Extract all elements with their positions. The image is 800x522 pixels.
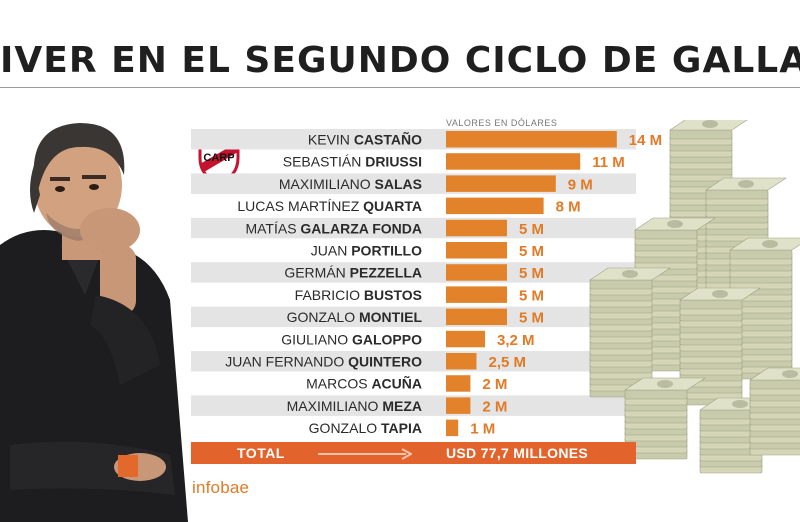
value-label: 2 M <box>482 376 507 393</box>
player-first-name: JUAN <box>311 243 351 259</box>
player-first-name: JUAN FERNANDO <box>225 354 348 370</box>
bar <box>446 242 507 259</box>
player-label: LUCAS MARTÍNEZ QUARTA <box>237 198 422 214</box>
title-divider <box>0 87 800 88</box>
player-label: MATÍAS GALARZA FONDA <box>245 220 422 236</box>
arrow-right-icon <box>318 448 412 460</box>
player-last-name: TAPIA <box>381 420 422 436</box>
bar <box>446 397 471 414</box>
money-stack <box>749 367 800 456</box>
player-last-name: BUSTOS <box>364 287 422 303</box>
player-first-name: GONZALO <box>309 420 381 436</box>
player-first-name: GIULIANO <box>281 331 352 347</box>
bar <box>446 286 507 303</box>
bar <box>446 308 507 326</box>
value-label: 5 M <box>519 310 544 327</box>
player-last-name: MEZA <box>382 398 422 414</box>
player-last-name: DRIUSSI <box>365 154 422 170</box>
row-band <box>191 306 636 328</box>
player-last-name: ACUÑA <box>371 375 422 392</box>
chart-subtitle: VALORES EN DÓLARES <box>446 118 558 128</box>
player-first-name: MAXIMILIANO <box>279 176 375 192</box>
value-label: 5 M <box>519 287 544 304</box>
bar <box>446 131 617 148</box>
bar <box>446 153 581 170</box>
bar <box>446 419 459 437</box>
player-first-name: MARCOS <box>306 376 371 392</box>
player-last-name: QUARTA <box>363 198 422 214</box>
player-label: MAXIMILIANO MEZA <box>287 398 422 414</box>
value-label: 5 M <box>519 265 544 282</box>
player-first-name: GERMÁN <box>284 265 349 281</box>
player-label: GONZALO MONTIEL <box>287 309 423 325</box>
bar <box>446 175 556 192</box>
bar <box>446 264 507 281</box>
bar <box>446 353 477 370</box>
player-label: GONZALO TAPIA <box>309 420 422 436</box>
value-label: 8 M <box>556 199 581 216</box>
svg-text:CARP: CARP <box>203 152 234 164</box>
player-first-name: MAXIMILIANO <box>287 398 383 414</box>
bar <box>446 219 507 237</box>
player-first-name: FABRICIO <box>295 287 364 303</box>
player-last-name: GALARZA FONDA <box>300 220 422 236</box>
value-label: 1 M <box>470 421 495 438</box>
bar <box>446 375 471 392</box>
player-label: FABRICIO BUSTOS <box>295 287 422 303</box>
player-last-name: PORTILLO <box>351 243 422 259</box>
value-label: 9 M <box>568 176 593 193</box>
player-label: MAXIMILIANO SALAS <box>279 176 422 192</box>
brand-logo: infobae <box>192 478 250 497</box>
player-last-name: MONTIEL <box>359 309 422 325</box>
player-first-name: MATÍAS <box>245 220 300 236</box>
player-first-name: KEVIN <box>308 132 354 148</box>
player-label: JUAN PORTILLO <box>311 243 422 259</box>
row-band <box>191 351 636 372</box>
money-stack <box>679 287 761 406</box>
value-label: 2,5 M <box>489 354 527 371</box>
bar <box>446 330 486 348</box>
player-label: JUAN FERNANDO QUINTERO <box>225 354 422 370</box>
row-band <box>191 395 636 416</box>
value-label: 14 M <box>629 132 662 149</box>
total-label: TOTAL <box>237 445 285 461</box>
player-first-name: GONZALO <box>287 309 359 325</box>
value-label: 5 M <box>519 243 544 260</box>
player-label: MARCOS ACUÑA <box>306 375 422 392</box>
money-stack <box>624 377 706 460</box>
page-title: IVER EN EL SEGUNDO CICLO DE GALLARDO <box>0 40 800 81</box>
total-value: USD 77,7 MILLONES <box>446 445 589 461</box>
value-label: 5 M <box>519 221 544 238</box>
player-label: GERMÁN PEZZELLA <box>284 265 422 281</box>
row-band <box>191 262 636 283</box>
money-stack <box>729 237 800 380</box>
player-label: GIULIANO GALOPPO <box>281 331 422 347</box>
total-bar <box>191 442 636 464</box>
bar <box>446 197 544 215</box>
value-label: 2 M <box>482 398 507 415</box>
player-last-name: SALAS <box>375 176 422 192</box>
money-stacks-image <box>589 120 800 474</box>
player-label: SEBASTIÁN DRIUSSI <box>283 154 422 170</box>
player-last-name: CASTAÑO <box>354 131 422 148</box>
row-band <box>191 217 636 239</box>
player-last-name: GALOPPO <box>352 331 422 347</box>
value-label: 3,2 M <box>497 332 535 349</box>
player-last-name: PEZZELLA <box>350 265 422 281</box>
player-first-name: SEBASTIÁN <box>283 154 365 170</box>
player-label: KEVIN CASTAÑO <box>308 131 422 148</box>
player-last-name: QUINTERO <box>348 354 422 370</box>
player-first-name: LUCAS MARTÍNEZ <box>237 198 363 214</box>
value-label: 11 M <box>592 154 625 171</box>
coach-photo <box>0 123 188 522</box>
